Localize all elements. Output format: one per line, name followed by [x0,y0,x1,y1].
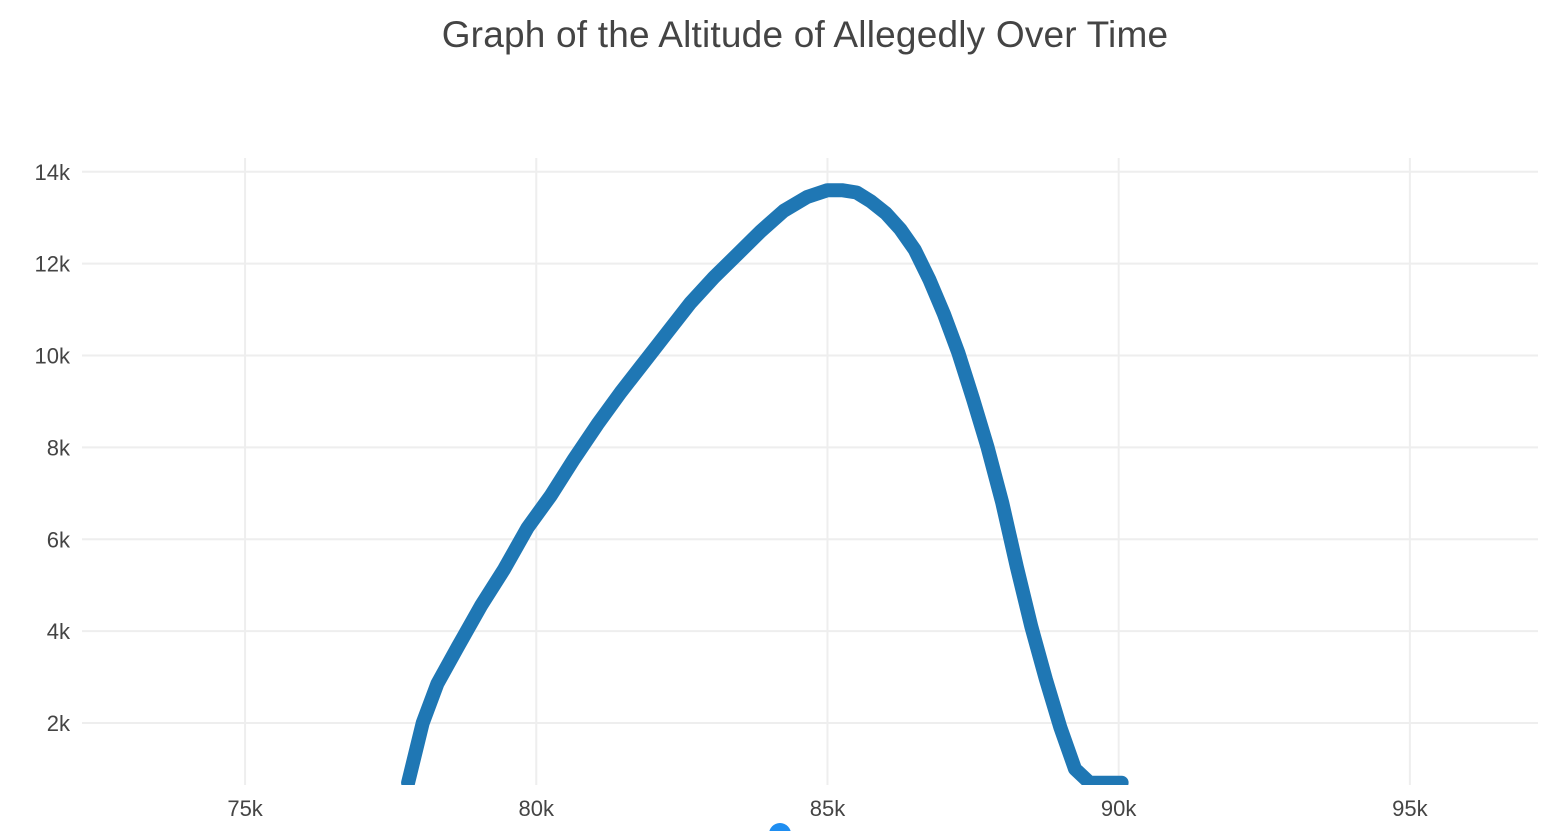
y-tick-label: 6k [47,527,71,552]
grid [82,158,1538,785]
x-tick-label: 85k [810,796,846,821]
y-tick-label: 8k [47,435,71,460]
axis-ticks: 75k 80k 85k 90k 95k 2k 4k 6k 8k 10k 12k 14k [35,160,1429,821]
series-line[interactable] [401,183,1129,785]
y-tick-label: 4k [47,619,71,644]
y-tick-label: 14k [35,160,71,185]
x-tick-label: 95k [1392,796,1428,821]
series-layer [401,183,1129,785]
x-tick-label: 80k [519,796,555,821]
hover-cursor-dot[interactable] [769,823,791,831]
chart-title: Graph of the Altitude of Allegedly Over … [441,14,1169,55]
y-tick-label: 10k [35,344,71,369]
y-tick-label: 12k [35,252,71,277]
x-tick-label: 90k [1101,796,1137,821]
y-tick-label: 2k [47,711,71,736]
x-tick-label: 75k [227,796,263,821]
